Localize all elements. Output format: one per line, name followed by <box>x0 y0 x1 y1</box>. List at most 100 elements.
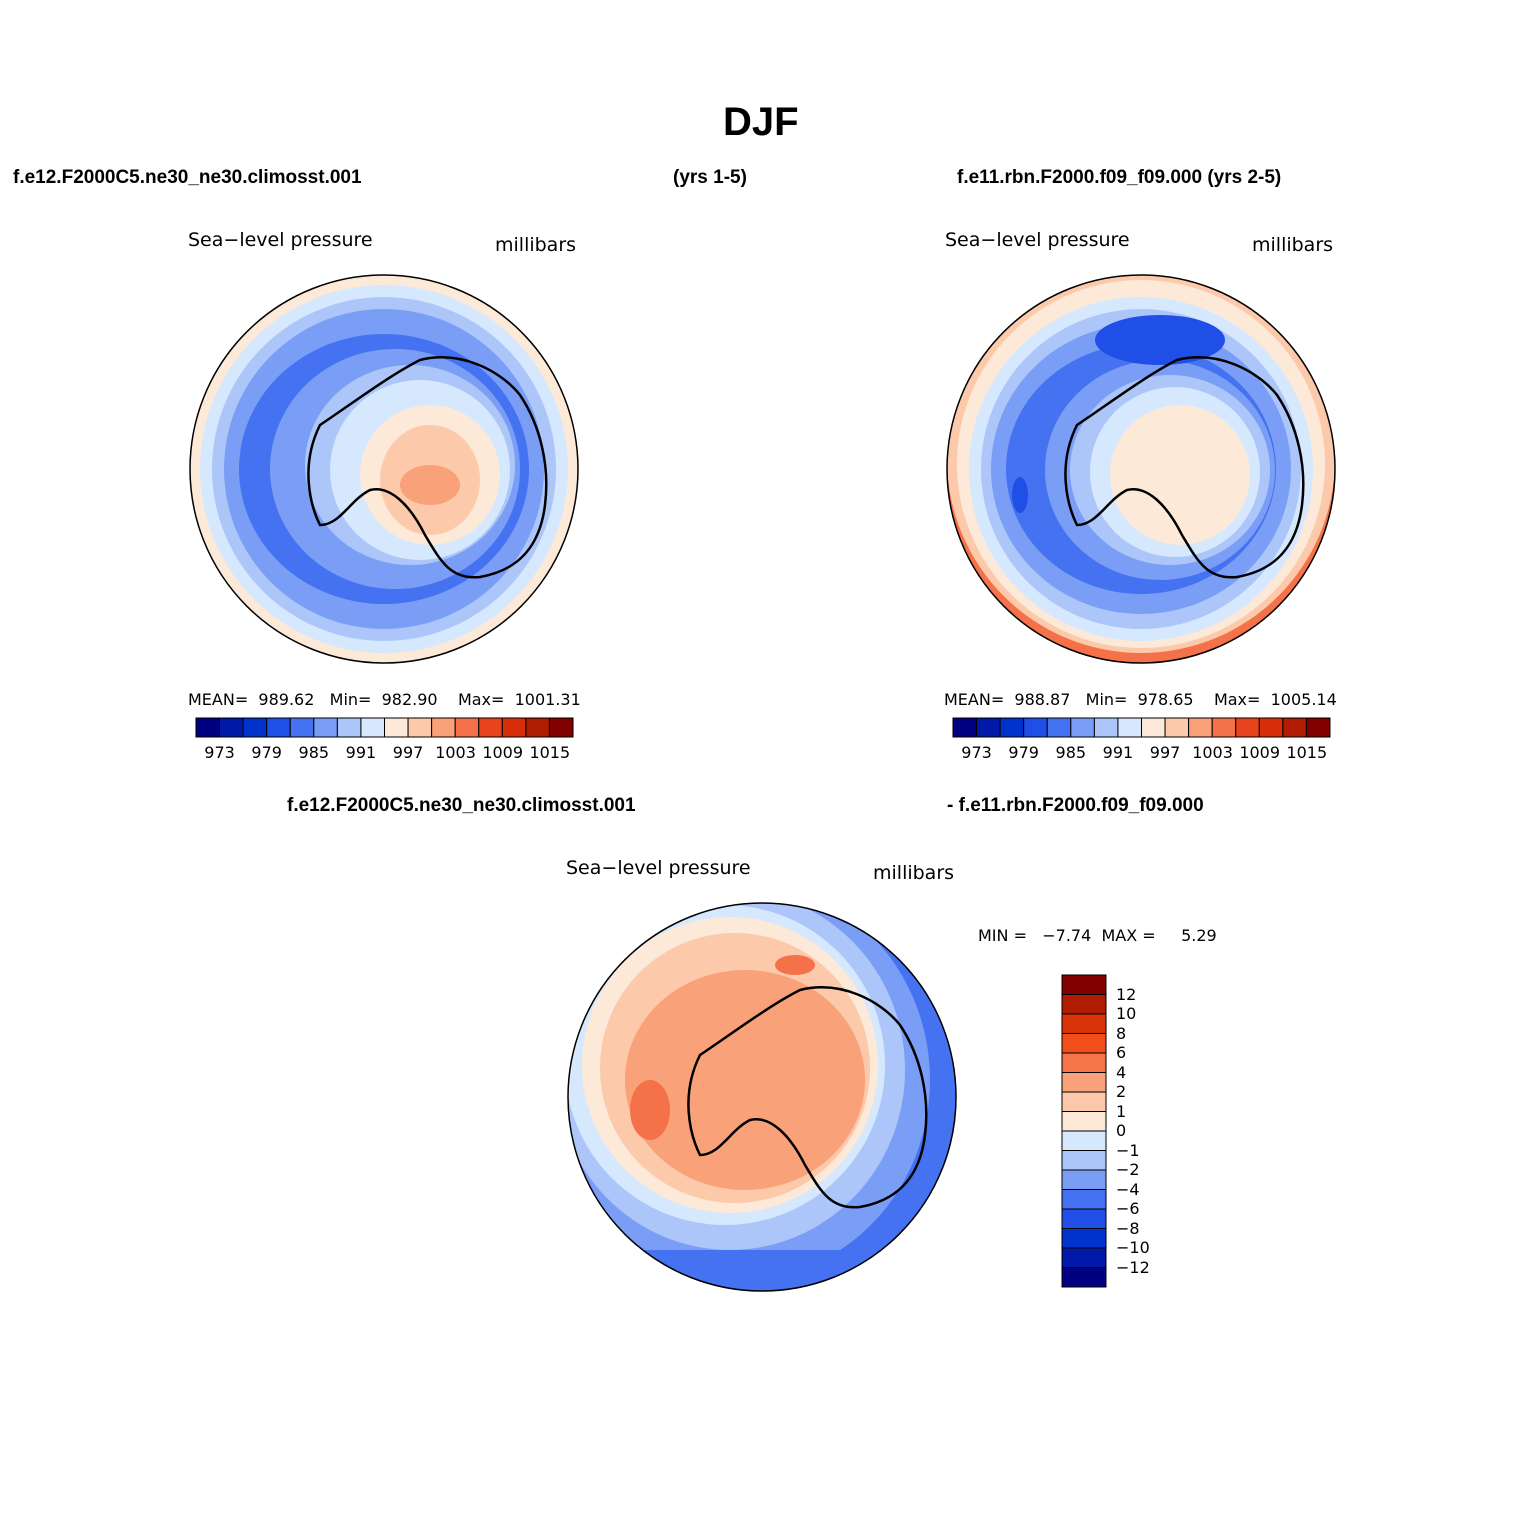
colorbar2-swatch <box>1117 717 1142 738</box>
colorbar1-swatch <box>407 717 433 738</box>
colorbar-diff-tick-label: −1 <box>1116 1140 1140 1160</box>
colorbar2-tick-label: 973 <box>961 743 992 762</box>
colorbar2-swatch <box>1141 717 1166 738</box>
colorbar-diff-tick-label: −2 <box>1116 1160 1140 1179</box>
diff-case-right: - f.e11.rbn.F2000.f09_f09.000 <box>947 795 1204 816</box>
colorbar2-swatch <box>1093 717 1119 738</box>
colorbar-diff-tick-label: −8 <box>1116 1218 1140 1238</box>
colorbar-diff-tick-label: 6 <box>1116 1043 1127 1062</box>
colorbar2-tick-label: 1009 <box>1239 743 1281 762</box>
colorbar-diff-tick-label: 1 <box>1116 1101 1127 1121</box>
map-border-2 <box>946 274 1336 664</box>
case1-years: (yrs 1-5) <box>673 167 747 188</box>
colorbar2-tick-label: 979 <box>1008 743 1039 762</box>
colorbar2-swatch <box>1046 717 1072 738</box>
panel1-variable: Sea−level pressure <box>188 229 373 251</box>
colorbar-diff-swatch <box>1061 1169 1107 1190</box>
diff-case-left: f.e12.F2000C5.ne30_ne30.climosst.001 <box>287 795 636 816</box>
colorbar-diff-swatch <box>1061 1052 1107 1073</box>
colorbar-diff-swatch <box>1061 974 1107 995</box>
colorbar-diff-tick-label: 2 <box>1116 1082 1127 1101</box>
colorbar1-tick-label: 1009 <box>482 743 524 762</box>
colorbar-diff-tick-label: −10 <box>1116 1238 1150 1257</box>
colorbar2-swatch <box>1188 717 1213 738</box>
colorbar-diff-tick-label: −12 <box>1116 1257 1150 1277</box>
panel3-stats: MIN = −7.74 MAX = 5.29 <box>978 926 1217 945</box>
map-border-diff <box>567 902 957 1292</box>
colorbar2-tick-label: 985 <box>1055 743 1087 762</box>
colorbar-diff-tick-label: 12 <box>1116 984 1137 1004</box>
colorbar2-swatch <box>1211 717 1237 738</box>
colorbar-diff-swatch <box>1061 1267 1107 1288</box>
colorbar-diff-tick-label: 0 <box>1116 1121 1127 1140</box>
colorbar2-tick-label: 1003 <box>1192 743 1233 762</box>
panel1-stats: MEAN= 989.62 Min= 982.90 Max= 1001.31 <box>188 690 581 709</box>
colorbar1-swatch <box>242 717 268 738</box>
colorbar-diff-tick-label: 8 <box>1116 1023 1127 1043</box>
colorbar2-swatch <box>1070 717 1095 738</box>
colorbar2-swatch <box>1282 717 1307 738</box>
colorbar1-swatch <box>336 717 362 738</box>
colorbar1-tick-label: 979 <box>251 743 282 762</box>
colorbar1-tick-label: 1003 <box>435 743 476 762</box>
colorbar1-swatch <box>219 717 244 738</box>
colorbar-diff-swatch <box>1061 1130 1107 1151</box>
colorbar1-swatch <box>478 717 503 738</box>
colorbar2-tick-label: 991 <box>1102 743 1134 762</box>
colorbar2-swatch <box>999 717 1025 738</box>
colorbar1-swatch <box>266 717 291 738</box>
colorbar-diff-tick-label: −6 <box>1116 1199 1140 1218</box>
colorbar-diff-swatch <box>1061 1091 1107 1112</box>
panel3-variable: Sea−level pressure <box>566 857 751 879</box>
panel2-units: millibars <box>1252 234 1334 256</box>
colorbar1-tick-label: 985 <box>298 743 330 762</box>
map-panel-1 <box>190 275 578 663</box>
colorbar-diff-swatch <box>1061 1228 1107 1249</box>
colorbar1-tick-label: 991 <box>345 743 377 762</box>
colorbar1-swatch <box>431 717 456 738</box>
colorbar1-swatch <box>548 717 574 738</box>
colorbar-diff-swatch <box>1061 1150 1107 1171</box>
colorbar2-swatch <box>952 717 978 738</box>
colorbar1-swatch <box>289 717 315 738</box>
colorbar1-swatch <box>501 717 527 738</box>
colorbar-diff-swatch <box>1061 1208 1107 1229</box>
colorbar1-swatch <box>454 717 480 738</box>
colorbar-diff-swatch <box>1061 1189 1107 1210</box>
colorbar-diff <box>1061 974 1107 1288</box>
colorbar1-tick-label: 1015 <box>529 743 571 762</box>
colorbar1-swatch <box>360 717 385 738</box>
panel3-units: millibars <box>873 862 955 884</box>
colorbar1-swatch <box>525 717 550 738</box>
colorbar-diff-swatch <box>1061 1111 1107 1132</box>
map-border-1 <box>189 274 579 664</box>
colorbar-diff-tick-label: 10 <box>1116 1004 1137 1023</box>
map-panel-diff <box>568 903 956 1291</box>
colorbar-diff-swatch <box>1061 1033 1107 1054</box>
colorbar2-swatch <box>1305 717 1331 738</box>
colorbar2-swatch <box>976 717 1001 738</box>
colorbar2-swatch <box>1164 717 1190 738</box>
colorbar-diff-swatch <box>1061 1072 1107 1093</box>
colorbar1-tick-label: 997 <box>392 743 424 762</box>
colorbar2-swatch <box>1258 717 1284 738</box>
colorbar2-tick-label: 1015 <box>1286 743 1328 762</box>
case1-name: f.e12.F2000C5.ne30_ne30.climosst.001 <box>13 167 362 188</box>
colorbar1-tick-label: 973 <box>204 743 235 762</box>
case2-name: f.e11.rbn.F2000.f09_f09.000 (yrs 2-5) <box>957 167 1282 188</box>
colorbar2-tick-label: 997 <box>1149 743 1181 762</box>
colorbar1-swatch <box>313 717 338 738</box>
colorbar2-swatch <box>1023 717 1048 738</box>
colorbar-diff-tick-label: 4 <box>1116 1062 1127 1082</box>
colorbar-diff-swatch <box>1061 994 1107 1015</box>
map-panel-2 <box>947 275 1335 663</box>
colorbar-diff-swatch <box>1061 1247 1107 1268</box>
colorbar2-swatch <box>1235 717 1260 738</box>
colorbar-panel-1 <box>195 717 574 738</box>
panel2-variable: Sea−level pressure <box>945 229 1130 251</box>
colorbar1-swatch <box>195 717 221 738</box>
panel1-units: millibars <box>495 234 577 256</box>
colorbar-diff-swatch <box>1061 1013 1107 1034</box>
colorbar1-swatch <box>384 717 409 738</box>
